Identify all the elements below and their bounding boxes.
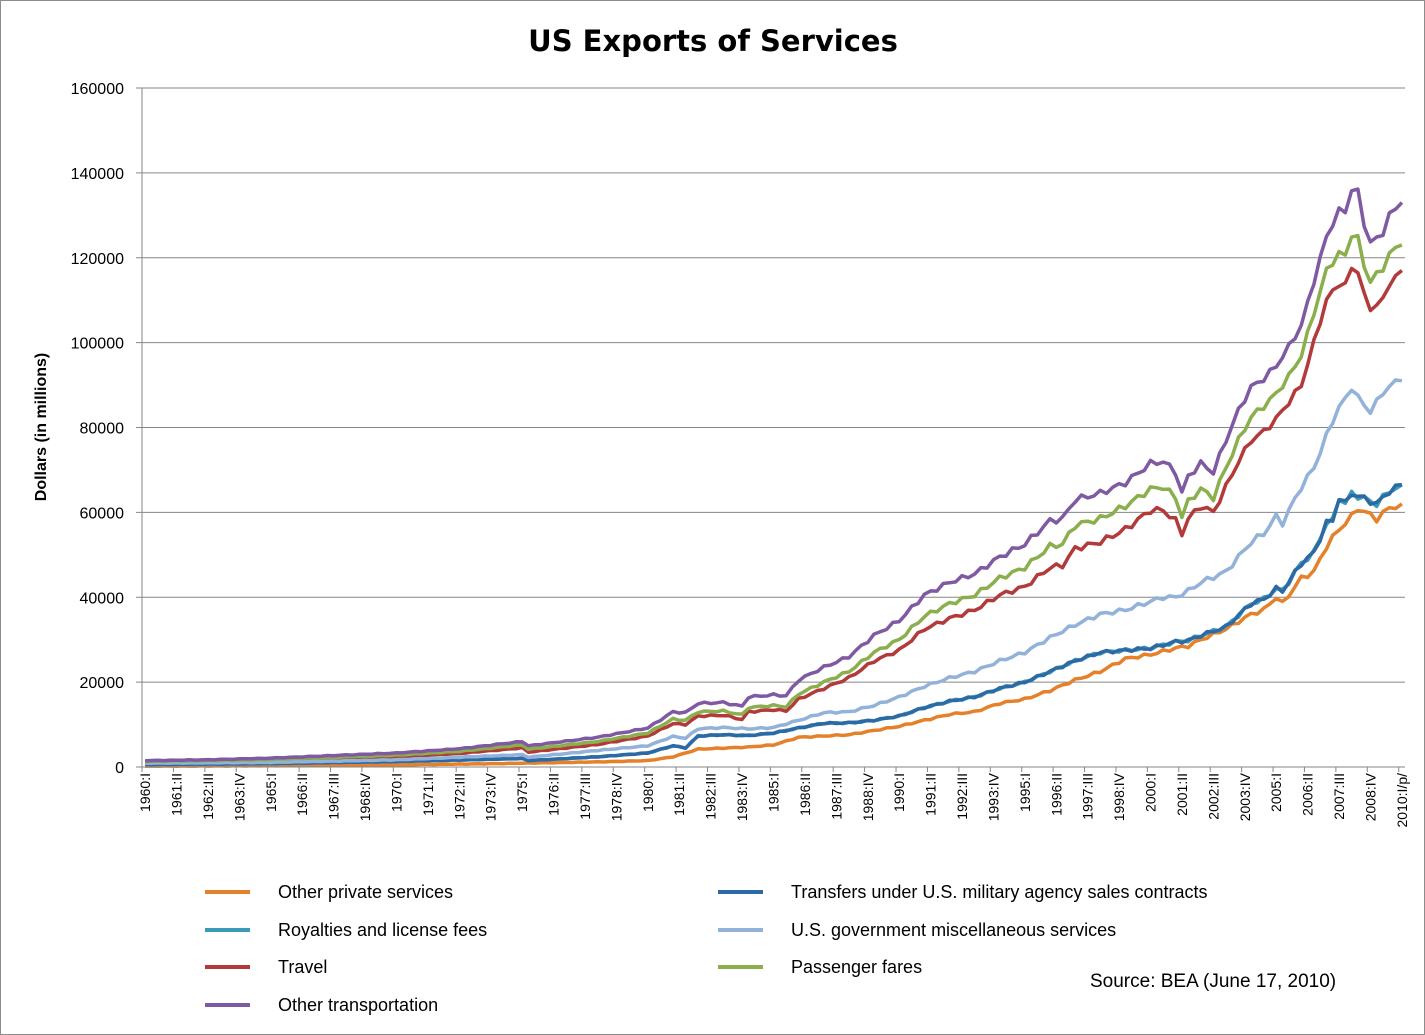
x-tick-label: 1960:I [137,773,153,812]
chart-title: US Exports of Services [528,24,898,58]
legend-label: Passenger fares [791,957,922,977]
x-tick-label: 1968:IV [357,772,373,821]
x-tick-label: 1965:I [263,773,279,812]
x-tick-label: 1982:III [703,773,719,820]
x-tick-label: 1992:III [954,773,970,820]
x-tick-label: 1993:IV [985,772,1001,821]
y-tick-label: 40000 [80,590,125,607]
series-line [144,187,1404,763]
x-tick-label: 1966:II [294,773,310,816]
series-line [145,233,1403,764]
x-tick-label: 2010:I/p/ [1394,773,1410,828]
x-tick-label: 1980:I [640,773,656,812]
series-line [145,502,1403,769]
data-series [144,187,1404,769]
legend-item: Travel [205,957,327,977]
x-tick-label: 1970:I [389,773,405,812]
x-tick-label: 2000:I [1143,773,1159,812]
legend-item: Transfers under U.S. military agency sal… [718,882,1208,902]
y-tick-label: 100000 [71,336,124,353]
x-tick-label: 2002:III [1205,773,1221,820]
legend-item: Passenger fares [718,957,922,977]
x-tick-label: 2008:IV [1362,772,1378,821]
x-tick-label: 1962:III [200,773,216,820]
legend-item: Other private services [205,882,453,902]
y-axis-ticks: 0 20000 40000 60000 80000 100000 120000 140000 1… [71,81,142,777]
x-tick-label: 1975:I [514,773,530,812]
x-tick-label: 1978:IV [608,772,624,821]
y-axis-label: Dollars (in millions) [33,353,50,501]
y-tick-label: 20000 [80,675,125,692]
x-tick-label: 2007:III [1331,773,1347,820]
x-tick-label: 1967:III [326,773,342,820]
y-tick-label: 80000 [80,421,125,438]
series-line [145,483,1403,767]
series-line [145,483,1402,767]
x-tick-label: 1973:IV [483,772,499,821]
x-tick-label: 1996:II [1048,773,1064,816]
y-tick-label: 0 [115,760,124,777]
x-tick-label: 1963:IV [231,772,247,821]
legend-label: Transfers under U.S. military agency sal… [791,882,1208,902]
legend-label: Other private services [278,882,453,902]
y-tick-label: 140000 [71,166,124,183]
legend-item: Royalties and license fees [205,920,487,940]
legend: Other private services Transfers under U.… [205,882,1208,1015]
x-tick-label: 1991:II [923,773,939,816]
x-tick-label: 1998:IV [1111,772,1127,821]
x-tick-label: 1987:III [828,773,844,820]
legend-label: Travel [278,957,327,977]
legend-item: U.S. government miscellaneous services [718,920,1116,940]
legend-label: U.S. government miscellaneous services [791,920,1116,940]
x-tick-label: 1995:I [1017,773,1033,812]
x-tick-label: 1977:III [577,773,593,820]
x-tick-label: 1961:II [169,773,185,816]
x-tick-label: 1988:IV [860,772,876,821]
x-tick-label: 1972:III [451,773,467,820]
x-tick-label: 2001:II [1174,773,1190,816]
x-tick-label: 2006:II [1300,773,1316,816]
x-tick-label: 1986:II [797,773,813,816]
x-tick-label: 1976:II [546,773,562,816]
y-tick-label: 60000 [80,505,125,522]
x-tick-label: 1997:III [1080,773,1096,820]
x-tick-label: 1971:II [420,773,436,816]
y-tick-label: 120000 [71,251,124,268]
x-tick-label: 1981:II [671,773,687,816]
y-tick-label: 160000 [71,81,124,98]
legend-item: Other transportation [205,995,438,1015]
x-tick-label: 1985:I [766,773,782,812]
legend-label: Royalties and license fees [278,920,487,940]
x-tick-label: 1983:IV [734,772,750,821]
source-annotation: Source: BEA (June 17, 2010) [1090,971,1336,992]
series-line [145,378,1403,766]
legend-label: Other transportation [278,995,438,1015]
x-tick-label: 2003:IV [1237,772,1253,821]
x-tick-label: 2005:I [1268,773,1284,812]
x-tick-label: 1990:I [891,773,907,812]
gridlines [142,87,1405,683]
x-axis-ticks: 1960:I 1961:II 1962:III 1963:IV 1965:I 1966:I… [137,767,1410,828]
